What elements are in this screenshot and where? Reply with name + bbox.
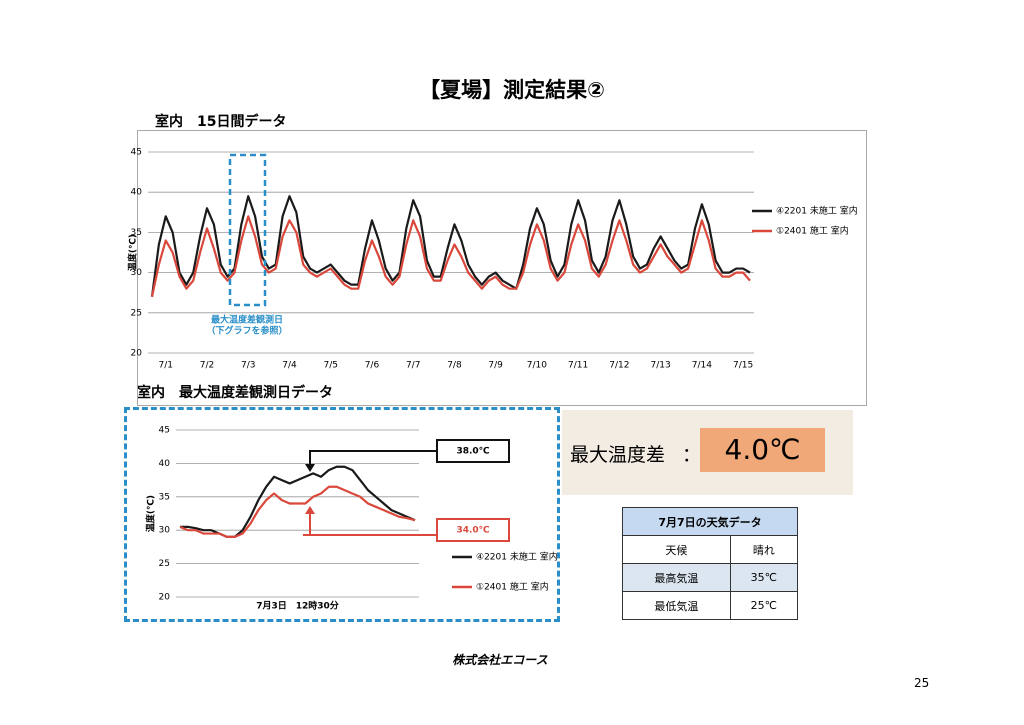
y-tick-label: 35 <box>159 492 170 502</box>
x-tick-label: 7/7 <box>406 361 420 371</box>
x-tick-label: 7/12 <box>609 361 629 371</box>
x-tick-label: 7/10 <box>527 361 547 371</box>
y-tick-label: 20 <box>131 349 143 359</box>
x-tick-label: 7/8 <box>447 361 462 371</box>
y-tick-label: 40 <box>159 459 171 469</box>
y-tick-label: 30 <box>159 526 171 536</box>
x-axis-label: 7月3日 12時30分 <box>256 600 339 612</box>
series-line <box>180 465 416 538</box>
y-tick-label: 25 <box>131 308 142 318</box>
arrowhead <box>305 464 315 472</box>
x-tick-label: 7/5 <box>323 361 337 371</box>
arrowhead <box>305 506 315 514</box>
table-title: 7月7日の天気データ <box>622 507 798 536</box>
cell: 最低気温 <box>622 591 731 620</box>
x-tick-label: 7/4 <box>282 361 297 371</box>
max-diff-label: 最大温度差 <box>570 444 666 466</box>
cell: 天候 <box>622 535 731 564</box>
y-axis-label: 温度(℃) <box>145 495 157 532</box>
y-tick-label: 45 <box>131 148 142 158</box>
x-tick-label: 7/11 <box>568 361 588 371</box>
x-tick-label: 7/2 <box>200 361 214 371</box>
x-tick-label: 7/14 <box>692 361 712 371</box>
series-line <box>150 215 751 297</box>
legend-label: ④2201 未施工 室内 <box>776 205 858 217</box>
callout-box <box>436 518 510 542</box>
y-tick-label: 40 <box>131 188 143 198</box>
y-tick-label: 20 <box>159 593 171 603</box>
series-line <box>179 485 416 538</box>
x-tick-label: 7/9 <box>488 361 503 371</box>
cell: 最高気温 <box>622 563 731 592</box>
y-tick-label: 45 <box>159 426 170 436</box>
x-tick-label: 7/3 <box>241 361 255 371</box>
callout: 38.0℃ <box>456 447 489 457</box>
footer: 株式会社エコース <box>452 653 548 667</box>
y-axis-label: 温度(℃) <box>127 234 139 271</box>
page-title: 【夏場】測定結果② <box>419 78 605 102</box>
legend-label: ①2401 施工 室内 <box>776 225 849 237</box>
section-label: 室内 15日間データ <box>155 114 287 130</box>
weather-table: 7月7日の天気データ 天候 晴れ 最高気温 35℃ 最低気温 25℃ <box>622 507 799 620</box>
legend-label: ①2401 施工 室内 <box>476 581 549 593</box>
x-tick-label: 7/1 <box>159 361 173 371</box>
separator: ： <box>682 444 702 466</box>
chart-frame <box>124 407 560 622</box>
y-tick-label: 30 <box>131 268 143 278</box>
max-diff-value: 4.0℃ <box>700 428 825 472</box>
chart-frame <box>137 130 867 406</box>
cell: 晴れ <box>729 535 799 564</box>
section-label: 室内 最大温度差観測日データ <box>137 385 333 401</box>
legend-label: ④2201 未施工 室内 <box>476 551 558 563</box>
y-tick-label: 35 <box>131 228 142 238</box>
callout-line <box>309 450 437 466</box>
annotation: 最大温度差観測日 <box>211 314 283 326</box>
max-diff-panel: 最大温度差 ： 4.0℃ <box>562 410 853 495</box>
callout-line <box>303 512 437 536</box>
x-tick-label: 7/15 <box>733 361 753 371</box>
callout: 34.0℃ <box>456 526 489 536</box>
cell: 25℃ <box>729 591 799 620</box>
x-tick-label: 7/6 <box>365 361 380 371</box>
annotation: （下グラフを参照） <box>206 325 287 337</box>
y-tick-label: 25 <box>159 559 170 569</box>
highlight-box <box>228 153 267 307</box>
page-number: 25 <box>914 676 930 690</box>
series-line <box>150 195 751 297</box>
x-tick-label: 7/13 <box>651 361 671 371</box>
